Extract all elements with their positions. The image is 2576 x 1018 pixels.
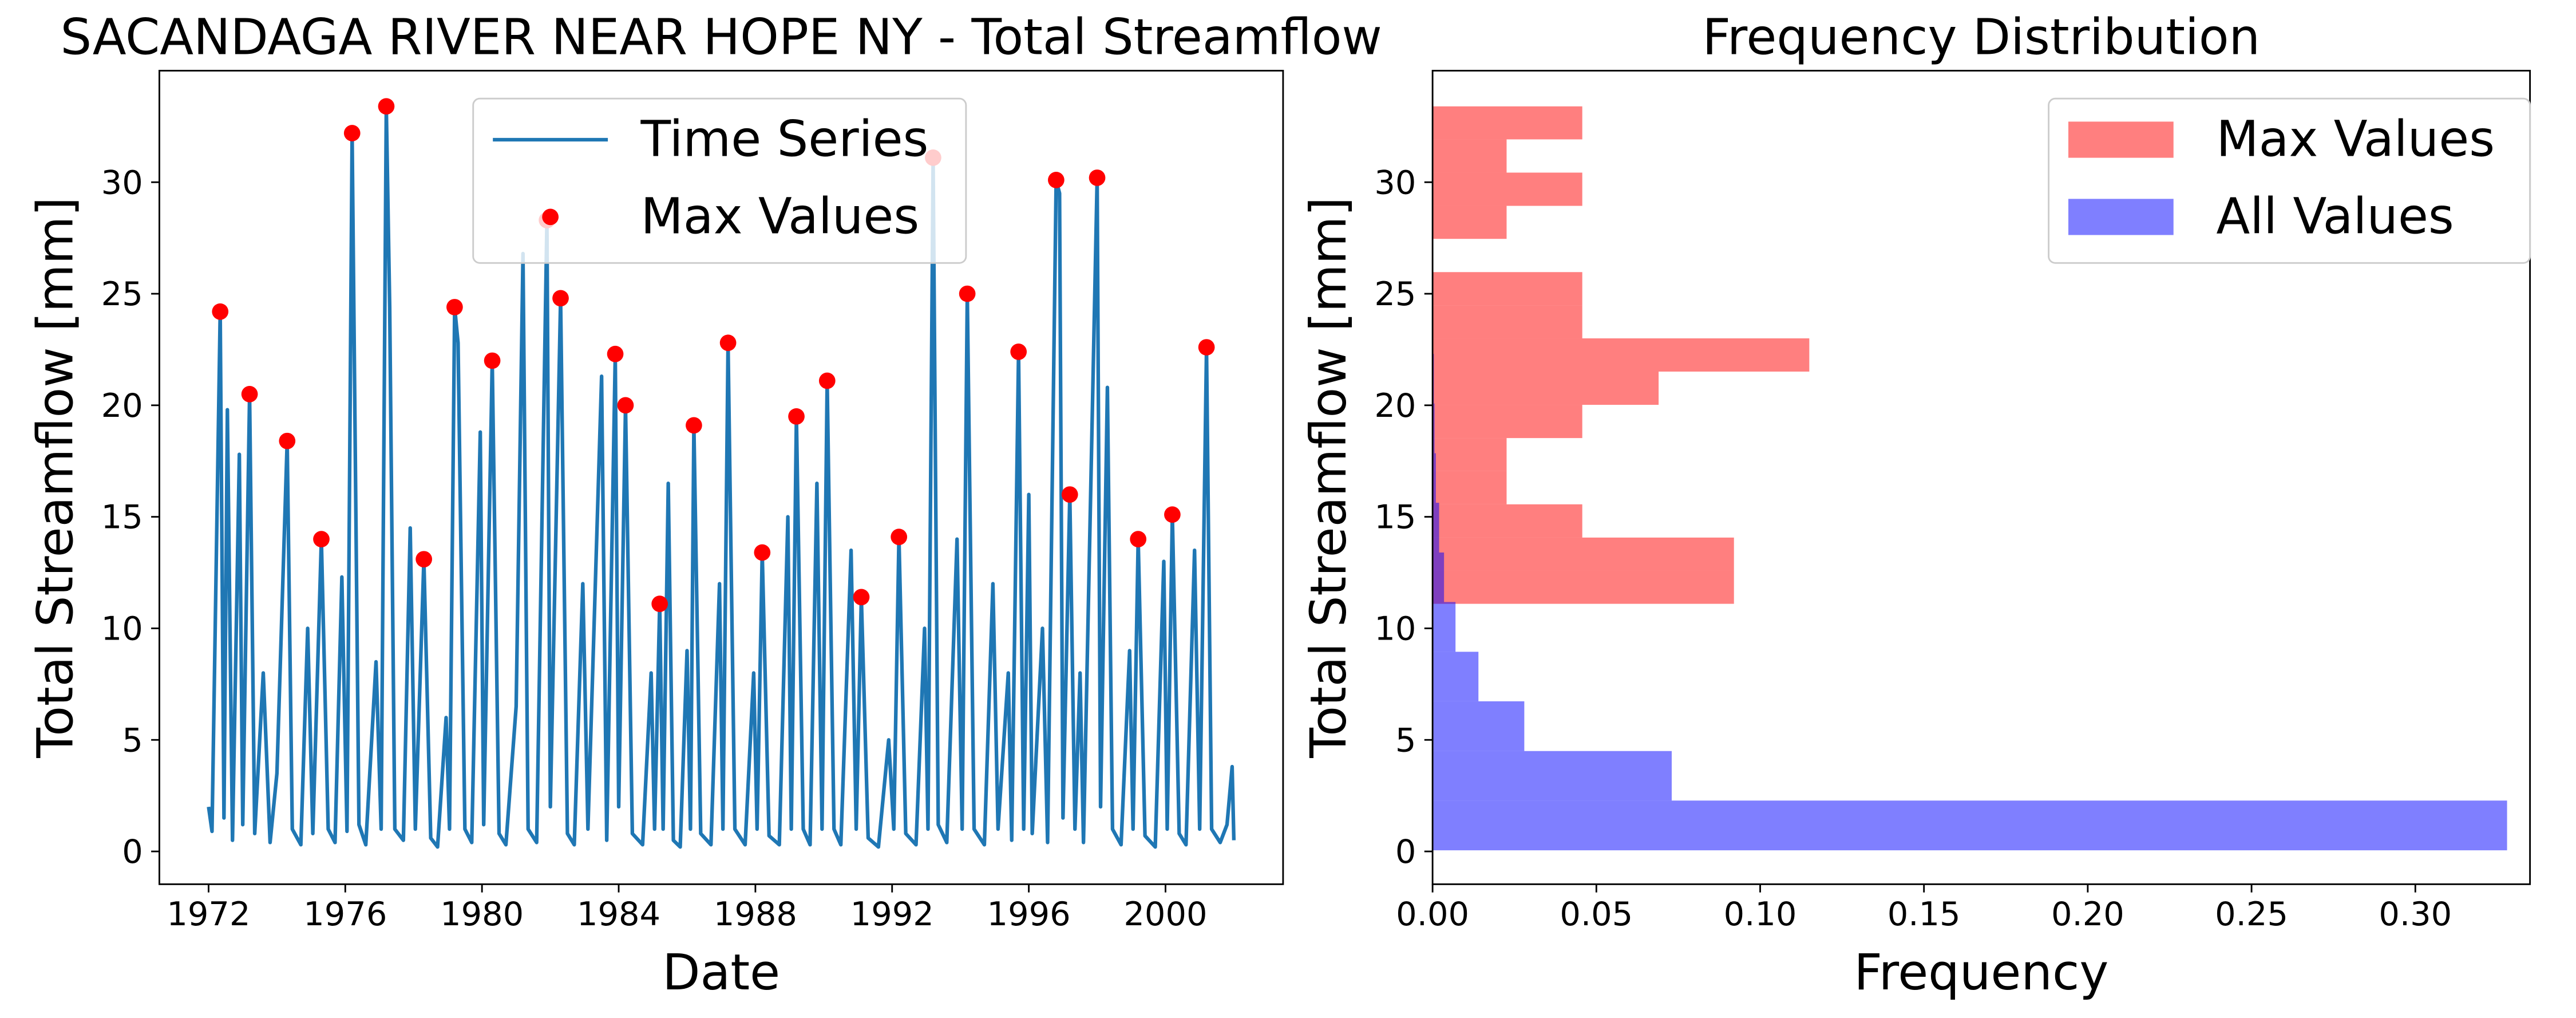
hist-bar bbox=[1433, 438, 1507, 471]
chart-title: Frequency Distribution bbox=[1703, 9, 2261, 66]
x-tick-label: 1972 bbox=[167, 895, 250, 933]
max-point bbox=[891, 528, 908, 546]
max-point bbox=[1089, 169, 1106, 186]
hist-bar bbox=[1433, 453, 1436, 503]
hist-bar bbox=[1433, 504, 1582, 538]
y-tick-label: 5 bbox=[122, 721, 143, 759]
max-point bbox=[853, 589, 870, 606]
y-tick-label: 15 bbox=[1374, 498, 1416, 536]
hist-bar bbox=[1433, 800, 2507, 851]
max-point bbox=[1061, 486, 1078, 503]
hist-bar bbox=[1433, 701, 1525, 751]
y-tick-label: 10 bbox=[101, 610, 143, 648]
max-point bbox=[552, 290, 569, 307]
y-tick-label: 25 bbox=[101, 275, 143, 313]
x-axis-label: Frequency bbox=[1854, 944, 2108, 1001]
x-tick-label: 0.00 bbox=[1396, 895, 1469, 933]
plot-frame bbox=[159, 69, 1284, 885]
max-point bbox=[416, 551, 433, 568]
y-tick-label: 30 bbox=[101, 163, 143, 202]
y-tick-label: 0 bbox=[122, 832, 143, 871]
max-point bbox=[484, 352, 501, 369]
x-tick-label: 1980 bbox=[440, 895, 524, 933]
legend-label: All Values bbox=[2216, 188, 2454, 246]
max-point bbox=[279, 432, 296, 449]
y-axis-label: Total Streamflow [mm] bbox=[27, 197, 84, 759]
max-point bbox=[686, 417, 702, 434]
x-tick-label: 1976 bbox=[303, 895, 387, 933]
hist-bar bbox=[1433, 751, 1672, 801]
hist-bar bbox=[1433, 305, 1582, 338]
y-tick-label: 20 bbox=[1374, 386, 1416, 425]
x-tick-label: 0.30 bbox=[2379, 895, 2452, 933]
x-tick-label: 1996 bbox=[987, 895, 1071, 933]
x-tick-label: 2000 bbox=[1123, 895, 1207, 933]
y-axis-label: Total Streamflow [mm] bbox=[1300, 197, 1358, 759]
hist-bar bbox=[1433, 503, 1439, 553]
hist-bar bbox=[1433, 471, 1507, 504]
max-point bbox=[959, 285, 976, 302]
max-point bbox=[1048, 171, 1065, 188]
y-tick-label: 15 bbox=[101, 498, 143, 536]
series-line bbox=[207, 104, 1236, 849]
max-point bbox=[241, 386, 258, 403]
max-point bbox=[446, 299, 463, 315]
x-tick-label: 0.10 bbox=[1724, 895, 1797, 933]
hist-bar bbox=[1433, 552, 1445, 602]
hist-bar bbox=[1433, 403, 1435, 453]
max-point bbox=[651, 595, 668, 612]
y-tick-label: 0 bbox=[1395, 832, 1416, 871]
x-axis-label: Date bbox=[662, 944, 780, 1001]
hist-bar bbox=[1433, 372, 1659, 405]
legend-patch bbox=[2068, 121, 2174, 158]
max-point bbox=[617, 397, 634, 414]
x-tick-label: 0.20 bbox=[2051, 895, 2124, 933]
hist-bar bbox=[1433, 405, 1582, 439]
max-point bbox=[818, 372, 836, 389]
x-tick-label: 0.05 bbox=[1560, 895, 1633, 933]
max-point bbox=[1164, 506, 1181, 523]
x-tick-label: 1988 bbox=[714, 895, 797, 933]
max-point bbox=[788, 408, 805, 425]
legend-patch bbox=[2068, 199, 2174, 235]
y-tick-label: 20 bbox=[101, 386, 143, 425]
max-point bbox=[719, 334, 737, 352]
max-point bbox=[343, 125, 361, 141]
x-tick-label: 1992 bbox=[850, 895, 934, 933]
plot-frame bbox=[1431, 69, 2531, 885]
max-point bbox=[754, 544, 771, 561]
hist-bar bbox=[1433, 537, 1734, 571]
hist-bar bbox=[1433, 652, 1479, 701]
hist-bar bbox=[1433, 272, 1582, 306]
max-point bbox=[1130, 531, 1147, 547]
legend-label: Max Values bbox=[641, 188, 920, 246]
hist-bar bbox=[1433, 206, 1507, 239]
max-point bbox=[1010, 343, 1027, 360]
legend-marker bbox=[542, 208, 559, 226]
hist-bar bbox=[1433, 602, 1456, 652]
hist-bar bbox=[1433, 139, 1507, 173]
hist-bar bbox=[1433, 338, 1810, 372]
max-point bbox=[607, 345, 624, 362]
y-tick-label: 10 bbox=[1374, 610, 1416, 648]
x-tick-label: 0.25 bbox=[2215, 895, 2288, 933]
x-tick-label: 1984 bbox=[577, 895, 660, 933]
x-tick-label: 0.15 bbox=[1888, 895, 1961, 933]
legend-label: Max Values bbox=[2216, 111, 2495, 168]
max-point bbox=[212, 303, 229, 320]
y-tick-label: 30 bbox=[1374, 163, 1416, 202]
hist-bar bbox=[1433, 172, 1582, 206]
legend-label: Time Series bbox=[640, 111, 929, 168]
hist-bar bbox=[1433, 570, 1734, 604]
max-point bbox=[1198, 339, 1215, 356]
max-point bbox=[313, 531, 330, 547]
max-point bbox=[378, 98, 395, 115]
y-tick-label: 25 bbox=[1374, 275, 1416, 313]
hist-bar bbox=[1433, 106, 1582, 140]
chart-title: SACANDAGA RIVER NEAR HOPE NY - Total Str… bbox=[60, 9, 1382, 66]
y-tick-label: 5 bbox=[1395, 721, 1416, 759]
